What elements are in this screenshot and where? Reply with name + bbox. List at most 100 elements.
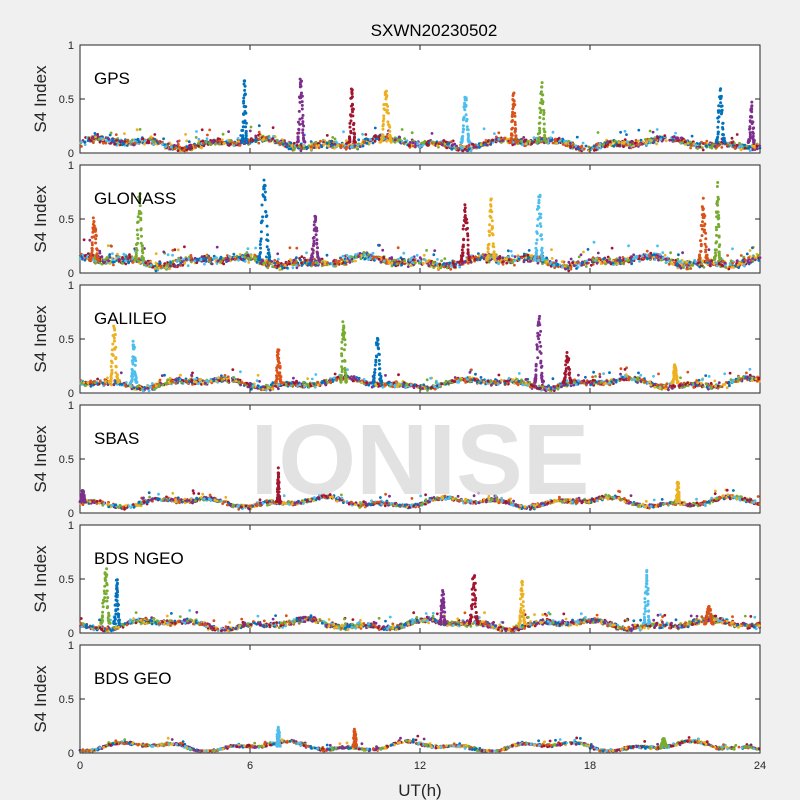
data-point <box>171 248 175 252</box>
data-point <box>352 121 356 125</box>
data-point <box>187 140 191 144</box>
data-point <box>466 248 470 252</box>
data-point <box>120 139 124 143</box>
data-point <box>684 263 688 267</box>
data-point <box>353 140 357 144</box>
data-point <box>661 251 665 255</box>
data-point <box>366 137 369 141</box>
data-point <box>649 251 653 255</box>
data-point <box>189 256 193 260</box>
data-point <box>351 260 354 263</box>
data-point <box>185 258 188 261</box>
data-point <box>720 146 724 149</box>
data-point <box>289 258 292 262</box>
data-point <box>720 108 724 112</box>
data-point <box>121 143 124 147</box>
data-point <box>699 249 703 253</box>
data-point <box>176 248 180 252</box>
data-point <box>513 103 517 107</box>
data-point <box>169 261 173 264</box>
y-axis-label: S4 Index <box>31 65 50 133</box>
data-point <box>542 111 546 115</box>
data-point <box>540 81 544 85</box>
data-point <box>368 141 371 145</box>
data-point <box>655 128 659 131</box>
data-point <box>619 130 622 134</box>
data-point <box>674 131 677 135</box>
data-point <box>138 140 142 144</box>
data-point <box>298 122 302 126</box>
data-point <box>362 140 366 144</box>
data-point <box>273 265 277 269</box>
data-point <box>493 258 497 262</box>
data-point <box>432 253 436 257</box>
data-point <box>215 245 219 249</box>
data-point <box>670 262 673 265</box>
data-point <box>460 248 464 252</box>
data-point <box>592 240 596 244</box>
data-point <box>717 213 721 217</box>
data-point <box>353 132 357 136</box>
data-point <box>350 95 354 99</box>
data-point <box>659 256 663 259</box>
data-point <box>708 143 711 147</box>
data-point <box>300 94 304 98</box>
data-point <box>717 115 721 119</box>
data-point <box>678 264 682 268</box>
data-point <box>714 225 718 229</box>
data-point <box>92 220 96 224</box>
data-point <box>748 131 752 135</box>
data-point <box>461 251 464 255</box>
data-point <box>339 144 343 147</box>
data-point <box>310 254 314 258</box>
data-point <box>698 142 702 146</box>
data-point <box>126 260 130 263</box>
data-point <box>354 253 357 256</box>
data-point <box>200 128 204 132</box>
data-point <box>82 238 86 242</box>
data-point <box>751 257 754 260</box>
data-point <box>692 142 696 146</box>
data-point <box>267 248 270 252</box>
data-point <box>505 261 509 265</box>
data-point <box>506 249 510 253</box>
data-point <box>265 255 268 259</box>
data-point <box>303 261 307 264</box>
data-point <box>369 138 372 142</box>
data-point <box>624 143 628 147</box>
data-point <box>560 265 564 269</box>
data-point <box>672 138 675 142</box>
data-point <box>185 139 189 143</box>
data-point <box>736 263 740 267</box>
data-point <box>550 257 554 260</box>
data-point <box>515 140 519 144</box>
data-point <box>262 187 266 191</box>
data-point <box>178 146 182 149</box>
data-point <box>114 133 118 137</box>
data-point <box>490 210 494 214</box>
data-point <box>422 253 426 257</box>
data-point <box>252 255 256 259</box>
data-point <box>646 257 649 261</box>
data-point <box>728 263 732 266</box>
data-point <box>385 89 388 93</box>
data-point <box>357 138 361 142</box>
data-point <box>680 141 684 145</box>
data-point <box>261 215 265 219</box>
y-tick-label: 1 <box>68 160 74 172</box>
data-point <box>302 124 306 128</box>
data-point <box>264 136 268 140</box>
data-point <box>482 127 486 131</box>
data-point <box>193 145 197 149</box>
data-point <box>367 253 370 256</box>
data-point <box>263 198 267 202</box>
data-point <box>300 103 304 107</box>
data-point <box>679 136 683 140</box>
data-point <box>166 253 170 257</box>
data-point <box>705 139 709 143</box>
data-point <box>491 138 495 142</box>
data-point <box>451 261 455 265</box>
data-point <box>556 262 559 266</box>
data-point <box>539 234 543 238</box>
y-tick-label: 0 <box>68 148 74 160</box>
